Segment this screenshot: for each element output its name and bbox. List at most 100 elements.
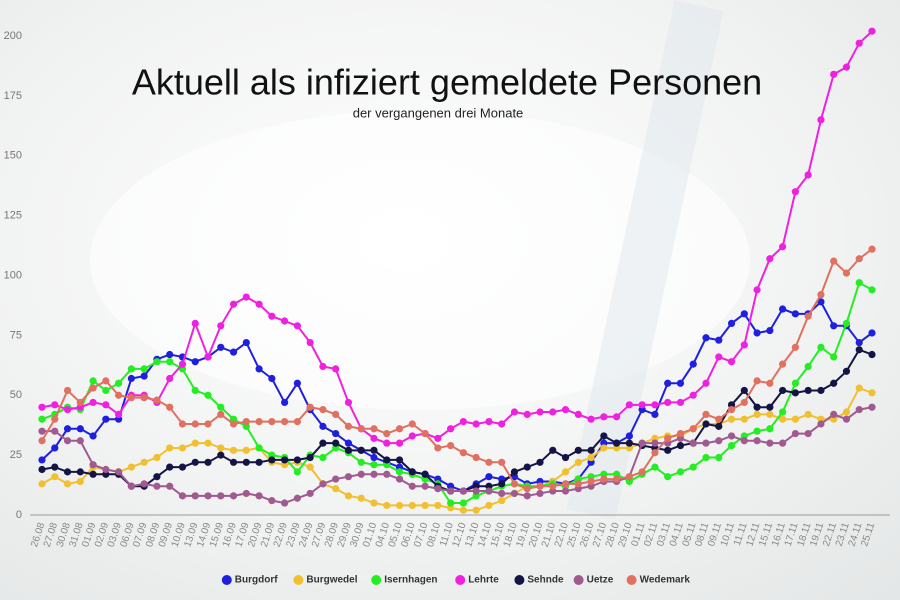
data-point — [523, 485, 531, 493]
data-point — [319, 453, 327, 462]
data-point — [868, 286, 876, 294]
data-point — [370, 446, 378, 454]
data-point — [102, 386, 110, 395]
data-point — [600, 432, 608, 440]
data-point — [281, 499, 289, 507]
data-point — [306, 403, 314, 411]
data-point — [868, 350, 876, 359]
data-point — [395, 468, 404, 476]
data-point — [229, 458, 238, 466]
data-point — [51, 444, 59, 452]
data-point — [344, 492, 353, 500]
data-point — [383, 439, 391, 447]
data-point — [842, 408, 851, 416]
data-point — [727, 441, 736, 450]
data-point — [702, 420, 710, 428]
data-point — [804, 410, 812, 419]
data-point — [791, 343, 799, 351]
data-point — [217, 451, 225, 459]
data-point — [830, 257, 838, 265]
data-point — [63, 437, 72, 445]
data-point — [638, 439, 646, 447]
data-point — [472, 453, 480, 462]
data-point — [332, 439, 340, 447]
data-point — [830, 410, 838, 419]
data-point — [229, 446, 238, 454]
data-point — [383, 429, 391, 438]
data-point — [510, 468, 519, 476]
data-point — [242, 458, 250, 466]
data-point — [38, 437, 46, 445]
data-point — [651, 463, 659, 471]
data-point — [766, 403, 774, 411]
data-point — [191, 492, 199, 500]
data-point — [140, 458, 148, 466]
data-point — [779, 360, 787, 368]
data-point — [395, 439, 404, 447]
data-point — [127, 463, 135, 471]
y-tick-label: 125 — [4, 210, 22, 222]
data-point — [51, 401, 59, 409]
legend-marker — [514, 575, 525, 585]
data-point — [447, 487, 455, 495]
data-point — [740, 386, 748, 395]
chart-title: Aktuell als infiziert gemeldete Personen — [132, 62, 762, 103]
data-point — [357, 425, 365, 433]
data-point — [281, 398, 289, 407]
legend-label: Burgdorf — [235, 575, 278, 586]
data-point — [868, 245, 876, 253]
data-point — [855, 338, 863, 347]
data-point — [689, 360, 697, 368]
data-point — [319, 422, 327, 430]
data-point — [178, 444, 187, 452]
data-point — [498, 497, 506, 505]
data-point — [753, 286, 761, 294]
data-point — [766, 326, 774, 335]
data-point — [63, 468, 72, 476]
data-point — [727, 358, 736, 366]
y-tick-label: 50 — [10, 389, 22, 401]
data-point — [472, 487, 480, 495]
data-point — [383, 470, 391, 478]
data-point — [89, 432, 97, 440]
data-point — [332, 475, 340, 483]
data-point — [178, 463, 187, 471]
data-point — [293, 468, 301, 476]
data-point — [166, 403, 174, 411]
data-point — [217, 322, 225, 330]
data-point — [702, 410, 710, 419]
data-point — [434, 444, 442, 452]
data-point — [561, 468, 570, 476]
data-point — [817, 343, 825, 351]
data-point — [408, 420, 416, 428]
legend-marker — [626, 575, 637, 585]
data-point — [268, 456, 276, 464]
legend-label: Sehnde — [527, 575, 564, 586]
data-point — [676, 441, 685, 450]
data-point — [766, 379, 774, 387]
chart-subtitle: der vergangenen drei Monate — [353, 105, 524, 120]
data-point — [676, 429, 685, 438]
data-point — [127, 374, 135, 383]
data-point — [344, 439, 353, 447]
data-point — [102, 415, 110, 423]
data-point — [727, 319, 736, 327]
data-point — [830, 353, 838, 361]
data-point — [702, 453, 710, 462]
data-point — [459, 499, 467, 507]
data-point — [536, 408, 544, 416]
data-point — [255, 492, 263, 500]
data-point — [753, 377, 761, 385]
data-point — [702, 439, 710, 447]
data-point — [408, 482, 416, 490]
y-tick-label: 200 — [4, 30, 22, 42]
data-point — [804, 429, 812, 438]
data-point — [370, 425, 378, 433]
data-point — [191, 420, 199, 428]
data-point — [498, 480, 506, 488]
data-point — [434, 501, 442, 510]
data-point — [587, 415, 595, 423]
data-point — [344, 398, 353, 407]
legend-label: Burgwedel — [306, 575, 357, 586]
data-point — [523, 410, 531, 419]
